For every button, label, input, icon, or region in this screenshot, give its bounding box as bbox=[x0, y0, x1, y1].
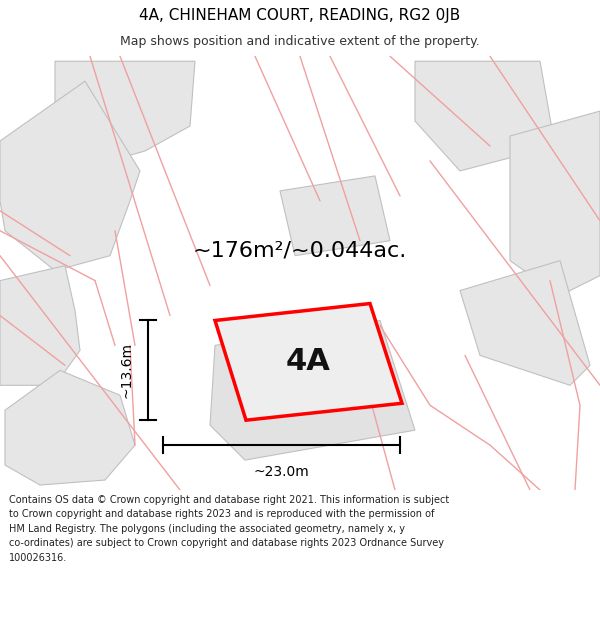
Text: 4A, CHINEHAM COURT, READING, RG2 0JB: 4A, CHINEHAM COURT, READING, RG2 0JB bbox=[139, 8, 461, 23]
Polygon shape bbox=[210, 321, 415, 460]
Polygon shape bbox=[510, 111, 600, 296]
Text: ~176m²/~0.044ac.: ~176m²/~0.044ac. bbox=[193, 241, 407, 261]
Text: 4A: 4A bbox=[286, 348, 331, 376]
Text: ~13.6m: ~13.6m bbox=[120, 342, 134, 398]
Text: ~23.0m: ~23.0m bbox=[254, 465, 310, 479]
Polygon shape bbox=[415, 61, 555, 171]
Polygon shape bbox=[0, 266, 80, 385]
Polygon shape bbox=[5, 371, 135, 485]
Polygon shape bbox=[55, 61, 195, 161]
Polygon shape bbox=[280, 176, 390, 256]
Polygon shape bbox=[215, 304, 402, 420]
Polygon shape bbox=[0, 81, 140, 271]
Text: Contains OS data © Crown copyright and database right 2021. This information is : Contains OS data © Crown copyright and d… bbox=[9, 495, 449, 562]
Polygon shape bbox=[460, 261, 590, 385]
Text: Map shows position and indicative extent of the property.: Map shows position and indicative extent… bbox=[120, 35, 480, 48]
